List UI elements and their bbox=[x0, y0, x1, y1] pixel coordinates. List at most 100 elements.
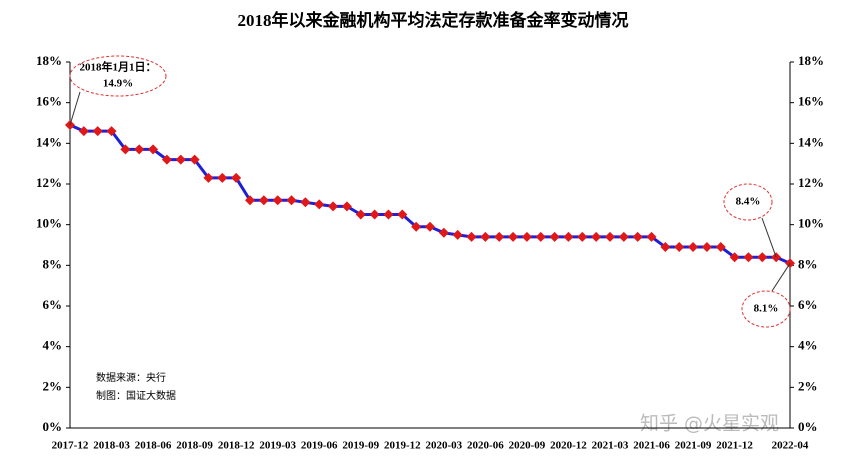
point bbox=[494, 231, 505, 242]
credit: 制图：国证大数据 bbox=[96, 389, 176, 402]
y2-tick-label: 4% bbox=[798, 338, 818, 353]
point bbox=[577, 231, 588, 242]
point bbox=[701, 242, 712, 253]
x-tick-label: 2020-06 bbox=[467, 440, 504, 452]
annotation-ellipse bbox=[741, 290, 791, 328]
y2-tick-label: 6% bbox=[798, 297, 818, 312]
point bbox=[148, 144, 159, 155]
y2-tick-label: 8% bbox=[798, 256, 818, 271]
point bbox=[272, 195, 283, 206]
point bbox=[106, 126, 117, 137]
x-tick-label: 2021-12 bbox=[716, 440, 753, 452]
x-tick-label: 2021-06 bbox=[633, 440, 670, 452]
x-tick-label: 2018-06 bbox=[135, 440, 172, 452]
x-tick-label: 2020-03 bbox=[426, 440, 463, 452]
x-tick-label: 2021-03 bbox=[592, 440, 629, 452]
x-tick-label: 2019-03 bbox=[259, 440, 296, 452]
x-tick-label: 2019-12 bbox=[384, 440, 421, 452]
annotation-leader bbox=[771, 263, 791, 292]
y2-tick-label: 18% bbox=[798, 53, 824, 68]
point bbox=[328, 201, 339, 212]
point bbox=[189, 154, 200, 165]
annotation: 8.1% bbox=[754, 303, 779, 315]
annotation-ellipse bbox=[69, 55, 167, 97]
point bbox=[258, 195, 269, 206]
point bbox=[729, 252, 740, 263]
point bbox=[715, 242, 726, 253]
y2-tick-label: 2% bbox=[798, 378, 818, 393]
annotation-leader bbox=[761, 217, 777, 258]
y-tick-label: 18% bbox=[36, 53, 62, 68]
y-tick-label: 0% bbox=[43, 419, 63, 434]
point bbox=[563, 231, 574, 242]
watermark: 知乎 @火星实观 bbox=[640, 413, 779, 435]
point bbox=[660, 242, 671, 253]
point bbox=[245, 195, 255, 206]
annotation: 14.9% bbox=[103, 78, 133, 90]
point bbox=[369, 209, 380, 220]
y-tick-label: 2% bbox=[43, 378, 63, 393]
annotation-leader bbox=[69, 91, 81, 126]
point bbox=[231, 172, 242, 183]
point bbox=[65, 120, 75, 131]
annotation: 2018年1月1日： bbox=[80, 60, 157, 74]
point bbox=[508, 231, 519, 242]
annotation-ellipse bbox=[723, 183, 773, 221]
chart-title: 2018年以来金融机构平均法定存款准备金率变动情况 bbox=[238, 10, 629, 30]
y2-tick-label: 16% bbox=[798, 94, 824, 109]
y2-tick-label: 14% bbox=[798, 134, 824, 149]
x-tick-label: 2018-12 bbox=[218, 440, 255, 452]
point bbox=[632, 231, 643, 242]
point bbox=[161, 154, 172, 165]
point bbox=[411, 221, 422, 232]
x-tick-label: 2021-09 bbox=[675, 440, 712, 452]
point bbox=[549, 231, 560, 242]
x-tick-label: 2022-04 bbox=[772, 440, 809, 452]
point bbox=[646, 231, 657, 242]
point bbox=[452, 229, 463, 240]
point bbox=[300, 197, 311, 208]
point bbox=[743, 252, 754, 263]
point bbox=[286, 195, 297, 206]
x-tick-label: 2019-09 bbox=[342, 440, 379, 452]
point bbox=[397, 209, 408, 220]
source: 数据来源：央行 bbox=[96, 371, 166, 384]
point bbox=[535, 231, 546, 242]
point bbox=[120, 144, 131, 155]
y-tick-label: 16% bbox=[36, 94, 62, 109]
point bbox=[618, 231, 629, 242]
point bbox=[591, 231, 602, 242]
point bbox=[217, 172, 228, 183]
point bbox=[480, 231, 491, 242]
point bbox=[674, 242, 685, 253]
y-tick-label: 14% bbox=[36, 134, 62, 149]
x-tick-label: 2020-12 bbox=[550, 440, 587, 452]
y2-tick-label: 0% bbox=[798, 419, 818, 434]
point bbox=[605, 231, 615, 242]
point bbox=[425, 221, 435, 232]
point bbox=[203, 172, 214, 183]
y-tick-label: 6% bbox=[43, 297, 63, 312]
y-tick-label: 8% bbox=[43, 256, 63, 271]
x-tick-label: 2018-09 bbox=[176, 440, 213, 452]
x-tick-label: 2019-06 bbox=[301, 440, 338, 452]
x-tick-label: 2020-09 bbox=[509, 440, 546, 452]
point bbox=[78, 126, 89, 137]
point bbox=[757, 252, 768, 263]
y-tick-label: 12% bbox=[36, 175, 62, 190]
point bbox=[521, 231, 532, 242]
point bbox=[92, 126, 103, 137]
point bbox=[355, 209, 366, 220]
point bbox=[688, 242, 699, 253]
x-tick-label: 2017-12 bbox=[52, 440, 89, 452]
point bbox=[438, 227, 449, 238]
point bbox=[314, 199, 325, 210]
point bbox=[383, 209, 394, 220]
x-tick-label: 2018-03 bbox=[93, 440, 130, 452]
y-tick-label: 4% bbox=[43, 338, 63, 353]
point bbox=[175, 154, 186, 165]
y2-tick-label: 12% bbox=[798, 175, 824, 190]
y2-tick-label: 10% bbox=[798, 216, 824, 231]
point bbox=[341, 201, 352, 212]
